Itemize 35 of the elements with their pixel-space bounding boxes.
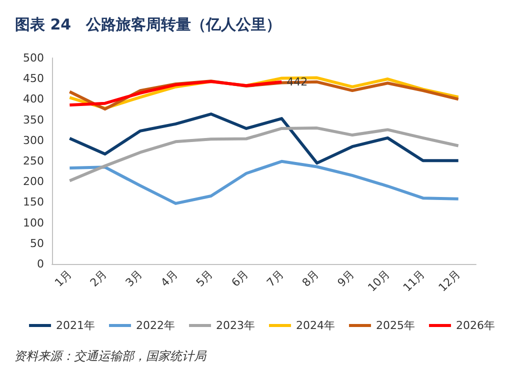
chart-title: 图表 24 公路旅客周转量（亿人公里） <box>15 16 282 34</box>
legend-label: 2024年 <box>296 319 335 332</box>
line-series <box>68 112 460 165</box>
y-tick-label: 400 <box>23 92 44 106</box>
x-tick-label: 6月 <box>229 267 251 290</box>
legend-label: 2023年 <box>216 319 256 332</box>
line-series <box>68 126 460 182</box>
y-tick-label: 250 <box>23 154 44 168</box>
x-tick-label: 11月 <box>400 267 428 294</box>
y-tick-label: 350 <box>23 113 44 126</box>
y-tick-label: 0 <box>37 258 44 270</box>
legend-label: 2021年 <box>56 319 96 332</box>
legend-label: 2022年 <box>136 319 176 332</box>
x-tick-label: 3月 <box>123 267 145 290</box>
y-tick-label: 200 <box>23 175 44 188</box>
line-series <box>68 160 460 205</box>
x-tick-label: 8月 <box>300 267 322 290</box>
line-series <box>68 80 284 106</box>
y-tick-label: 100 <box>23 216 44 230</box>
x-tick-label: 5月 <box>194 267 216 290</box>
y-tick-label: 150 <box>23 196 44 209</box>
y-tick-label: 500 <box>23 52 44 64</box>
y-tick-label: 450 <box>23 72 44 86</box>
x-tick-label: 9月 <box>335 267 357 290</box>
y-tick-label: 50 <box>30 236 44 250</box>
x-tick-label: 1月 <box>52 267 74 290</box>
y-tick-label: 300 <box>23 134 44 147</box>
text: 资料来源：交通运输部，国家统计局 <box>14 349 207 363</box>
x-tick-label: 4月 <box>158 267 180 290</box>
x-tick-label: 10月 <box>365 267 392 294</box>
x-tick-label: 12月 <box>436 267 463 294</box>
x-tick-label: 7月 <box>264 267 286 290</box>
legend-label: 2025年 <box>376 319 415 332</box>
x-tick-label: 2月 <box>88 267 110 290</box>
legend-label: 2026年 <box>456 319 495 332</box>
